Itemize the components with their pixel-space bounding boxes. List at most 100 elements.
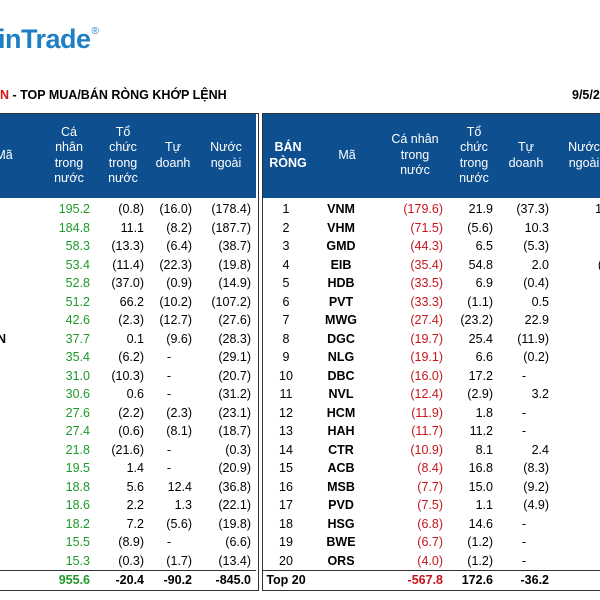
ca-nhan-cell: (11.9) [411,405,443,420]
table-row: 18.2 7.2 (5.6) (19.8) [0,515,256,534]
table-row: 195.2 (0.8) (16.0) (178.4) [0,200,256,219]
ca-nhan-cell: (6.8) [417,516,443,531]
table-row: 15 ACB (8.4) 16.8 (8.3) [263,459,600,478]
net-buy-table-header: Mã Cá nhân trong nước Tổ chức trong nước… [0,113,256,198]
to-chuc-cell: 1.4 [126,461,144,475]
to-chuc-cell: 5.6 [126,479,144,494]
to-chuc-cell: 11.1 [120,220,144,235]
header-ca-nhan: Cá nhân trong nước [391,132,439,178]
ca-nhan-cell: 52.8 [65,276,90,290]
tu-doanh-cell: (37.3) [516,202,549,216]
to-chuc-cell: (2.2) [118,405,144,420]
ca-nhan-cell: 15.5 [65,535,90,549]
tu-doanh-cell: (1.7) [166,553,192,568]
ticker-cell: NVL [328,387,354,401]
nuoc-ngoai-cell: (19.8) [218,257,251,272]
ca-nhan-cell: (7.7) [417,479,443,494]
table-row: 31.0 (10.3) - (20.7) [0,367,256,386]
tu-doanh-cell: - [166,535,172,549]
tu-doanh-cell: 0.5 [531,294,549,309]
table-row: 21.8 (21.6) - (0.3) [0,441,256,460]
nuoc-ngoai-cell: (36.8) [218,479,251,494]
tu-doanh-cell: (0.4) [523,276,549,290]
ca-nhan-cell: (33.5) [410,276,443,290]
ca-nhan-cell: 58.3 [65,239,90,253]
ticker-cell: DGC [327,331,355,346]
table-row: 1 VNM (179.6) 21.9 (37.3) 19 [263,200,600,219]
brand-logo: inTrade® [0,24,99,54]
ticker-cell: PVT [328,294,354,309]
ca-nhan-cell: 42.6 [65,313,90,327]
table-row: 8 DGC (19.7) 25.4 (11.9) [263,330,600,349]
ticker-cell: ORS [327,553,355,568]
ticker-cell: PVD [328,498,354,512]
tu-doanh-cell: 12.4 [167,479,192,494]
ca-nhan-cell: 18.8 [65,479,90,494]
tu-doanh-cell: (6.4) [166,239,192,253]
rank-cell: 16 [279,479,293,494]
tu-doanh-cell: (16.0) [159,202,192,216]
rank-cell: 18 [279,516,293,531]
nuoc-ngoai-cell: (27.6) [218,313,251,327]
rank-cell: 8 [282,331,290,346]
tu-doanh-cell: (8.2) [166,220,192,235]
table-row: 53.4 (11.4) (22.3) (19.8) [0,256,256,275]
report-date: 9/5/2 [572,88,600,102]
ca-nhan-cell: 30.6 [65,387,90,401]
ca-nhan-cell: (11.7) [411,424,443,438]
report-title: N - TOP MUA/BÁN RÒNG KHỚP LỆNH [0,88,227,102]
nuoc-ngoai-cell: (20.9) [218,461,251,475]
header-to-chuc: Tổ chức trong nước [459,124,489,186]
to-chuc-cell: (1.2) [467,535,493,549]
ticker-cell: EIB [330,257,352,272]
rank-cell: 7 [282,313,290,327]
tu-doanh-cell: (2.3) [166,405,192,420]
nuoc-ngoai-cell: (28.3) [218,331,251,346]
net-buy-total-row: 955.6 -20.4 -90.2 -845.0 [0,570,256,590]
ca-nhan-cell: (16.0) [410,368,443,383]
to-chuc-cell: (6.2) [118,350,144,364]
header-ma: Mã [0,147,13,162]
tu-doanh-cell: - [166,387,172,401]
tu-doanh-cell: (8.1) [166,424,192,438]
to-chuc-cell: (1.1) [467,294,493,309]
header-ma: Mã [338,147,356,162]
to-chuc-cell: 0.6 [126,387,144,401]
ca-nhan-cell: 18.6 [65,498,90,512]
ticker-cell: N [0,331,7,346]
header-nuoc-ngoai: Nước ngoài [210,140,242,170]
nuoc-ngoai-cell: (107.2) [211,294,251,309]
tu-doanh-cell: 22.9 [524,313,549,327]
ticker-cell: VHM [327,220,355,235]
table-row: N 37.7 0.1 (9.6) (28.3) [0,330,256,349]
to-chuc-cell: 0.1 [126,331,144,346]
tu-doanh-cell: (12.7) [159,313,192,327]
rank-cell: 15 [279,461,293,475]
tu-doanh-cell: - [521,535,527,549]
ca-nhan-cell: 184.8 [58,220,90,235]
tu-doanh-cell: 2.4 [531,442,549,457]
to-chuc-cell: 15.0 [468,479,493,494]
total-tu-doanh: -36.2 [520,573,550,587]
table-row: 35.4 (6.2) - (29.1) [0,348,256,367]
ticker-cell: HCM [326,405,356,420]
ca-nhan-cell: 19.5 [65,461,90,475]
ca-nhan-cell: (44.3) [410,239,443,253]
ca-nhan-cell: (4.0) [417,553,443,568]
rank-cell: 6 [282,294,290,309]
nuoc-ngoai-cell: (23.1) [218,405,251,420]
rank-cell: 2 [282,220,290,235]
ca-nhan-cell: 21.8 [65,442,90,457]
to-chuc-cell: 7.2 [126,516,144,531]
nuoc-ngoai-cell: (2 [559,256,600,275]
to-chuc-cell: (21.6) [111,442,144,457]
ca-nhan-cell: (33.3) [410,294,443,309]
tu-doanh-cell: - [521,553,527,568]
to-chuc-cell: (1.2) [467,553,493,568]
